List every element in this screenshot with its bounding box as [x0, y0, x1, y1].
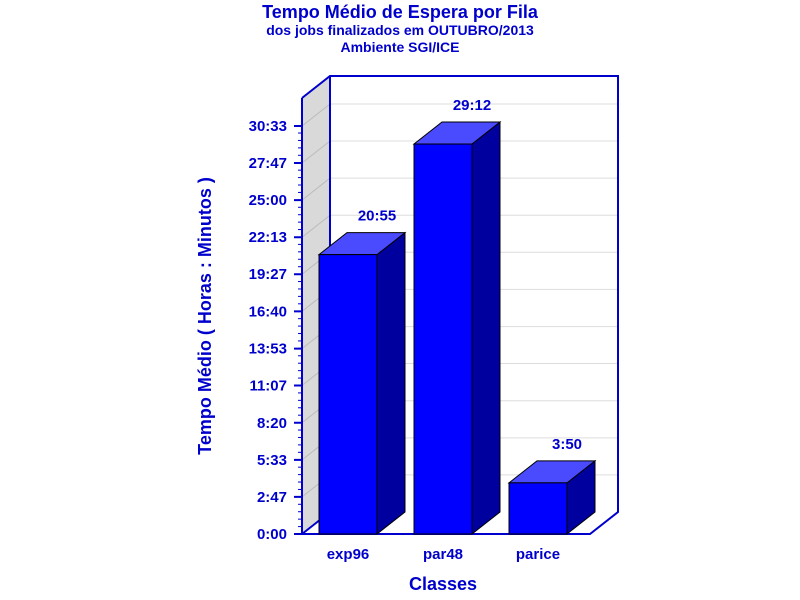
y-tick-label: 30:33: [249, 118, 287, 135]
bar-exp96: [317, 231, 407, 536]
y-tick-label: 11:07: [249, 377, 287, 394]
bar-front-face: [318, 254, 378, 535]
bar-front-face: [508, 482, 568, 535]
gridline-side: [301, 140, 331, 164]
data-label-parice: 3:50: [552, 436, 582, 453]
bar-parice: [507, 459, 597, 536]
y-tick-label: 27:47: [249, 155, 287, 172]
y-axis: 0:00 2:47 5:33 8:20 11:07 13:53 16:40 19:27 22:1…: [249, 118, 302, 543]
data-label-par48: 29:12: [453, 97, 491, 114]
chart-title: Tempo Médio de Espera por Fila: [262, 2, 538, 22]
gridline-side: [301, 103, 331, 127]
bar-side-face: [471, 121, 501, 536]
x-tick-label-par48: par48: [423, 546, 463, 563]
x-axis-title: Classes: [409, 574, 477, 594]
y-tick-label: 16:40: [249, 303, 287, 320]
labels: 20:55 exp96 29:12 par48 3:50 parice: [327, 97, 582, 563]
y-axis-title: Tempo Médio ( Horas : Minutos ): [195, 177, 215, 455]
y-tick-label: 0:00: [257, 526, 287, 543]
y-tick-label: 22:13: [249, 229, 287, 246]
bar-par48: [412, 121, 502, 536]
x-tick-label-exp96: exp96: [327, 546, 370, 563]
bar-side-face: [376, 231, 406, 536]
y-tick-label: 5:33: [257, 452, 287, 469]
y-tick-label: 2:47: [257, 489, 287, 506]
data-label-exp96: 20:55: [358, 208, 396, 225]
chart-subtitle-line-1: dos jobs finalizados em OUTUBRO/2013: [266, 22, 534, 38]
y-tick-label: 13:53: [249, 341, 287, 358]
bar-front-face: [413, 143, 473, 535]
x-tick-label-parice: parice: [516, 546, 560, 563]
y-tick-label: 25:00: [249, 192, 287, 209]
y-tick-label: 8:20: [257, 415, 287, 432]
y-tick-label: 19:27: [249, 266, 287, 283]
bars: [317, 121, 597, 536]
chart-subtitle-line-2: Ambiente SGI/ICE: [340, 39, 460, 55]
gridline-side: [301, 214, 331, 238]
gridline-side: [301, 177, 331, 201]
